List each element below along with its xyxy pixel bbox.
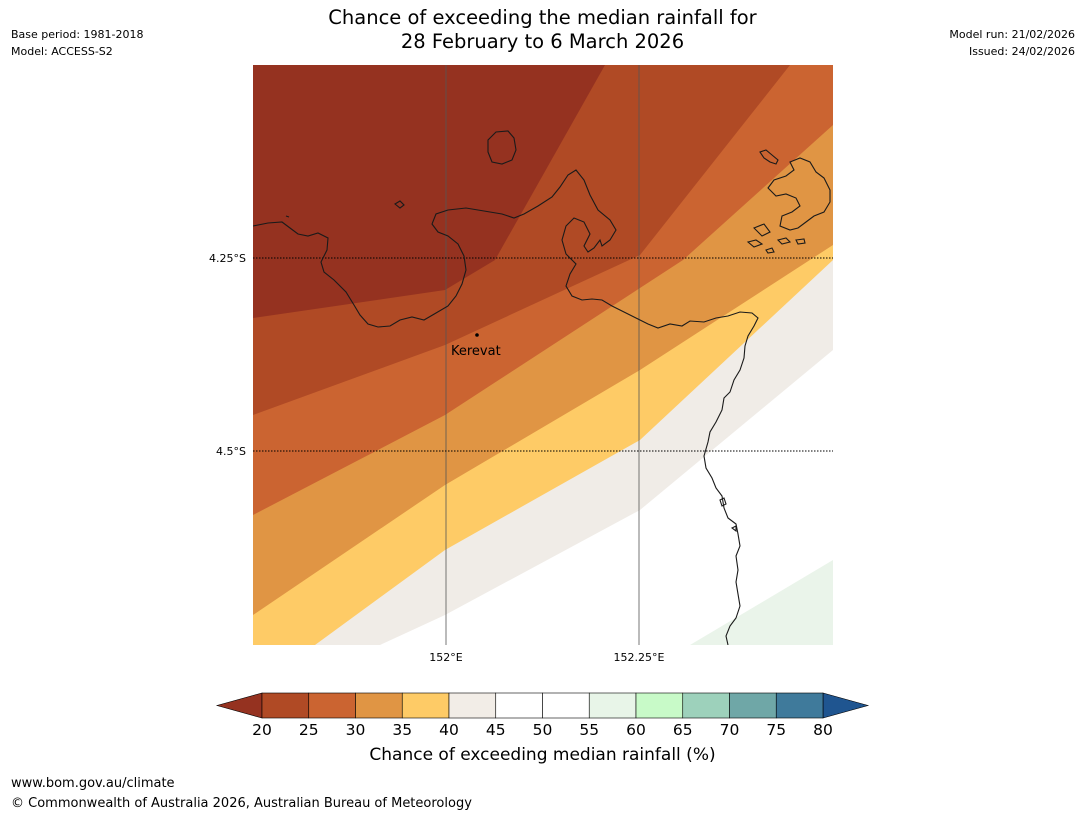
islet-4 (765, 247, 775, 254)
colorbar-swatch (542, 692, 590, 719)
islet-1 (394, 200, 405, 209)
colorbar-swatch (682, 692, 730, 719)
coastline (253, 130, 831, 645)
issued-date: Issued: 24/02/2026 (968, 45, 1075, 58)
map-title: Chance of exceeding the median rainfall … (0, 6, 1085, 54)
islet-8 (719, 497, 727, 507)
colorbar-tick-label: 75 (766, 721, 786, 739)
band-below-20 (253, 65, 605, 318)
lon-label-152-25: 152.25°E (614, 651, 665, 664)
meta-left: Base period: 1981-2018 Model: ACCESS-S2 (11, 26, 143, 60)
colorbar-swatch (588, 692, 637, 719)
title-line-2: 28 February to 6 March 2026 (400, 30, 685, 53)
colorbar-swatches (215, 692, 870, 719)
new-ireland (767, 157, 831, 231)
colorbar-tick-label: 30 (346, 721, 366, 739)
colorbar-tick-label: 20 (252, 721, 272, 739)
duke-of-york (759, 149, 779, 165)
islet-3 (746, 239, 764, 248)
colorbar-tick-label: 70 (720, 721, 740, 739)
colorbar-swatch (729, 692, 777, 719)
colorbar-swatch (261, 692, 310, 719)
colorbar-tick-label: 25 (299, 721, 319, 739)
colorbar-swatch (401, 692, 450, 719)
rainfall-map: Kerevat 4.25°S 4.5°S 152°E 152.25°E (209, 65, 833, 664)
lat-label-4-25: 4.25°S (209, 252, 246, 265)
colorbar-swatch (495, 692, 543, 719)
colorbar-swatch (635, 692, 684, 719)
colorbar-tick-label: 45 (486, 721, 506, 739)
colorbar-tick-label: 55 (579, 721, 599, 739)
graticule (253, 65, 833, 645)
islet-5 (776, 237, 792, 245)
colorbar-tick-label: 60 (626, 721, 646, 739)
meta-right: Model run: 21/02/2026 Issued: 24/02/2026 (949, 26, 1075, 60)
colorbar-swatch (308, 692, 356, 719)
colorbar-tick-label: 40 (439, 721, 459, 739)
kerevat-marker (475, 333, 479, 337)
coast-main (253, 169, 759, 645)
colorbar-ticks: 20 25 30 35 40 45 50 55 60 65 70 75 80 (252, 721, 833, 739)
islet-9 (730, 525, 737, 533)
colorbar-tick-label: 65 (673, 721, 693, 739)
colorbar-tick-label: 80 (813, 721, 833, 739)
colorbar-label: Chance of exceeding median rainfall (%) (369, 745, 716, 765)
islet-7 (753, 223, 771, 237)
islet-6 (795, 238, 806, 245)
kerevat-label: Kerevat (451, 344, 501, 359)
base-period: Base period: 1981-2018 (11, 28, 144, 41)
colorbar-swatch (448, 692, 497, 719)
colorbar-swatch (775, 692, 824, 719)
lat-label-4-5: 4.5°S (216, 445, 246, 458)
colorbar-under-arrow (215, 692, 263, 719)
colorbar-tick-label: 35 (392, 721, 412, 739)
island-north (487, 130, 517, 165)
footer-copyright: © Commonwealth of Australia 2026, Austra… (11, 796, 472, 811)
colorbar-swatch (355, 692, 403, 719)
colorbar-tick-label: 50 (533, 721, 553, 739)
islet-2 (285, 215, 290, 218)
footer-url: www.bom.gov.au/climate (11, 776, 175, 791)
footer: www.bom.gov.au/climate © Commonwealth of… (11, 774, 472, 814)
band-55-60 (690, 560, 833, 645)
lon-label-152: 152°E (429, 651, 462, 664)
colorbar-over-arrow (822, 692, 870, 719)
model-run: Model run: 21/02/2026 (949, 28, 1075, 41)
model-name: Model: ACCESS-S2 (11, 45, 113, 58)
title-line-1: Chance of exceeding the median rainfall … (328, 6, 757, 29)
